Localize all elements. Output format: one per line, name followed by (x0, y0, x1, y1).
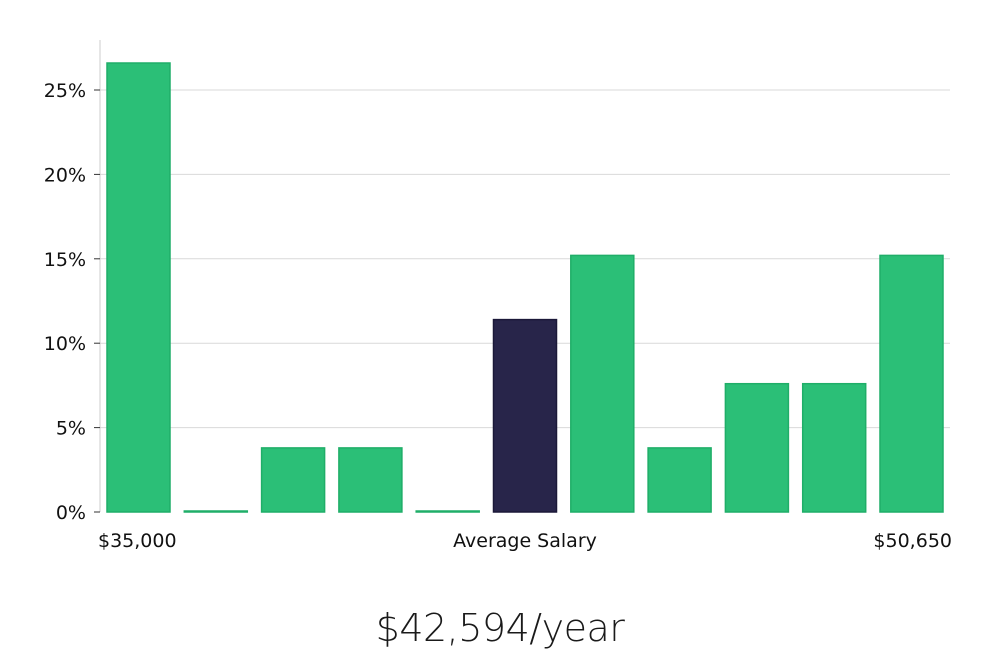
y-tick-label: 0% (56, 502, 86, 524)
x-min-label: $35,000 (98, 530, 177, 552)
bar (260, 447, 326, 513)
bar (415, 510, 480, 513)
bar-average-salary (492, 318, 558, 513)
bar (183, 510, 249, 513)
bar (570, 254, 635, 513)
x-max-label: $50,650 (873, 530, 952, 552)
bar (338, 447, 403, 513)
y-tick-label: 20% (44, 164, 86, 186)
y-tick-label: 25% (44, 80, 86, 102)
y-tick-label: 5% (56, 418, 86, 440)
bars (106, 62, 944, 513)
bar (647, 447, 712, 513)
y-tick-label: 10% (44, 333, 86, 355)
x-axis-label: Average Salary (453, 530, 597, 552)
average-salary: $42,594/year (375, 606, 625, 650)
bar (106, 62, 171, 513)
bar (724, 382, 790, 513)
y-tick-label: 15% (44, 249, 86, 271)
salary-histogram: 0%5%10%15%20%25% $35,000 Average Salary … (44, 40, 952, 552)
y-axis-ticks: 0% 5% 10% 15% 20% 25% (44, 80, 100, 524)
bar (801, 382, 867, 513)
bar (879, 254, 944, 513)
